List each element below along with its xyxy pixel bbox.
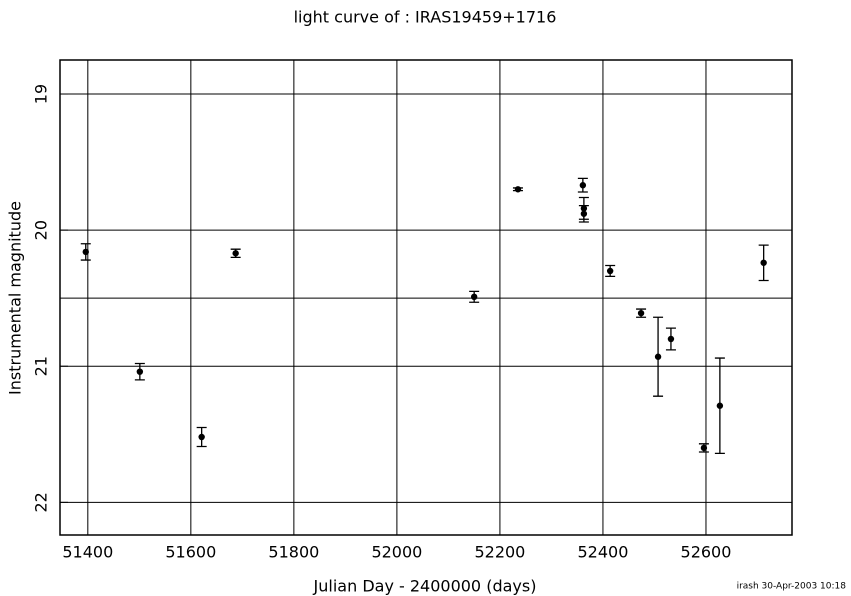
data-point bbox=[637, 309, 645, 317]
footer: irash 30-Apr-2003 10:18 bbox=[737, 582, 847, 592]
data-point bbox=[580, 210, 588, 217]
data-point bbox=[700, 444, 708, 452]
data-point bbox=[82, 248, 89, 256]
data-point bbox=[606, 267, 614, 275]
y-tick-label: 20 bbox=[32, 220, 51, 240]
x-tick-label: 52000 bbox=[371, 543, 422, 562]
data-point bbox=[579, 182, 587, 189]
data-point bbox=[470, 293, 478, 301]
chart-title: light curve of : IRAS19459+1716 bbox=[294, 8, 557, 27]
data-point bbox=[654, 353, 662, 360]
x-tick-label: 52600 bbox=[681, 543, 732, 562]
data-point bbox=[136, 368, 144, 375]
x-tick-label: 51400 bbox=[62, 543, 113, 562]
x-tick-label: 51600 bbox=[165, 543, 216, 562]
data-point bbox=[667, 335, 675, 343]
data-point bbox=[514, 186, 522, 193]
data-point bbox=[232, 250, 239, 257]
y-axis-label: Instrumental magnitude bbox=[6, 201, 25, 395]
x-tick-label: 52400 bbox=[577, 543, 628, 562]
y-tick-label: 21 bbox=[32, 356, 51, 376]
y-tick-label: 22 bbox=[32, 492, 51, 512]
x-axis-label: Julian Day - 2400000 (days) bbox=[313, 577, 537, 596]
plot-frame bbox=[59, 59, 793, 536]
data-point bbox=[198, 433, 205, 441]
data-point bbox=[760, 259, 767, 266]
y-tick-label: 19 bbox=[32, 84, 51, 104]
x-tick-label: 52200 bbox=[474, 543, 525, 562]
x-tick-label: 51800 bbox=[268, 543, 319, 562]
data-point bbox=[716, 402, 724, 409]
